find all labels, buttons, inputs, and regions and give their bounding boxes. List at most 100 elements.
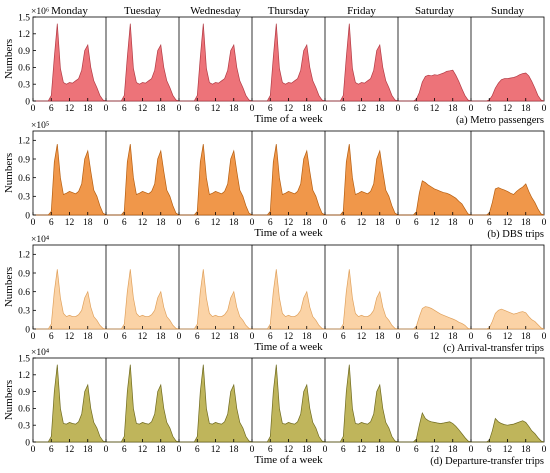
x-tick-label: 18 [375,445,385,455]
y-exponent: ×10⁴ [31,235,50,245]
x-tick-label: 6 [414,104,419,114]
panel-caption: (c) Arrival-transfer trips [443,343,544,354]
x-tick-label: 12 [503,218,513,228]
y-axis-label: Numbers [3,153,15,193]
x-tick-label: 6 [268,445,273,455]
panel-caption: (a) Metro passengers [456,115,544,126]
x-tick-label: 0 [250,332,255,342]
x-tick-label: 6 [268,332,273,342]
x-tick-label: 0 [250,104,255,114]
x-tick-label: 12 [284,332,294,342]
x-tick-label: 12 [357,104,367,114]
x-tick-label: 18 [302,332,312,342]
y-tick-label: 0.3 [18,422,30,432]
x-tick-label: 0 [323,104,328,114]
x-tick-label: 6 [341,445,346,455]
x-tick-label: 6 [122,445,127,455]
x-tick-label: 18 [83,104,93,114]
x-tick-label: 18 [156,104,166,114]
x-tick-label: 0 [469,445,474,455]
x-tick-label: 6 [49,445,54,455]
x-tick-label: 0 [542,218,547,228]
x-tick-label: 6 [122,332,127,342]
area-friday [325,23,399,102]
area-wednesday [179,364,253,443]
x-axis-label: Time of a week [254,341,323,353]
y-tick-label: 0.6 [18,64,30,74]
day-label-wednesday: Wednesday [190,5,241,17]
x-tick-label: 0 [104,104,109,114]
x-tick-label: 12 [138,104,148,114]
x-tick-label: 12 [430,445,440,455]
x-tick-label: 0 [542,104,547,114]
area-saturday [398,69,472,102]
y-tick-label: 0 [25,211,30,221]
x-tick-label: 18 [521,104,531,114]
x-tick-label: 12 [284,445,294,455]
x-tick-label: 0 [542,332,547,342]
area-saturday [398,411,472,443]
x-tick-label: 18 [448,332,458,342]
x-tick-label: 0 [104,332,109,342]
y-tick-label: 1.2 [18,251,30,261]
area-thursday [252,23,326,102]
area-thursday [252,364,326,443]
area-tuesday [106,269,180,330]
x-tick-label: 0 [396,445,401,455]
x-tick-label: 6 [487,218,492,228]
area-saturday [398,306,472,330]
x-tick-label: 18 [521,445,531,455]
x-tick-label: 6 [414,332,419,342]
x-tick-label: 12 [284,104,294,114]
x-tick-label: 18 [229,445,239,455]
area-tuesday [106,364,180,443]
y-tick-label: 0 [25,325,30,335]
y-tick-label: 0 [25,438,30,448]
x-tick-label: 12 [65,104,75,114]
area-sunday [471,72,545,102]
x-tick-label: 6 [122,104,127,114]
x-tick-label: 12 [211,445,221,455]
x-tick-label: 12 [503,445,513,455]
area-monday [33,144,108,216]
y-exponent: ×10⁵ [31,121,49,131]
x-tick-label: 6 [414,218,419,228]
y-tick-label: 1.2 [18,30,30,40]
x-tick-label: 12 [138,332,148,342]
y-tick-label: 0.6 [18,405,30,415]
x-tick-label: 18 [302,445,312,455]
x-tick-label: 18 [375,104,385,114]
x-tick-label: 0 [396,218,401,228]
x-tick-label: 6 [341,218,346,228]
x-tick-label: 6 [341,104,346,114]
y-tick-label: 0.6 [18,174,30,184]
x-tick-label: 12 [357,332,367,342]
y-axis-label: Numbers [3,39,15,79]
x-tick-label: 0 [323,218,328,228]
x-tick-label: 0 [469,218,474,228]
x-tick-label: 6 [122,218,127,228]
x-tick-label: 18 [302,104,312,114]
day-label-saturday: Saturday [415,5,455,17]
x-tick-label: 0 [31,104,36,114]
y-tick-label: 0.9 [18,155,30,165]
x-tick-label: 6 [195,445,200,455]
y-exponent: ×10⁴ [31,348,50,358]
area-friday [325,364,399,443]
x-tick-label: 0 [177,218,182,228]
y-tick-label: 0.9 [18,269,30,279]
x-tick-label: 18 [302,218,312,228]
x-tick-label: 6 [487,104,492,114]
x-tick-label: 18 [521,332,531,342]
x-tick-label: 12 [65,332,75,342]
x-tick-label: 0 [542,445,547,455]
x-tick-label: 18 [448,218,458,228]
day-label-friday: Friday [347,5,376,17]
x-tick-label: 0 [396,104,401,114]
x-tick-label: 0 [177,332,182,342]
x-axis-label: Time of a week [254,454,323,466]
x-tick-label: 0 [250,445,255,455]
y-exponent: ×10⁶ [31,7,49,17]
x-tick-label: 12 [211,218,221,228]
area-saturday [398,180,472,216]
